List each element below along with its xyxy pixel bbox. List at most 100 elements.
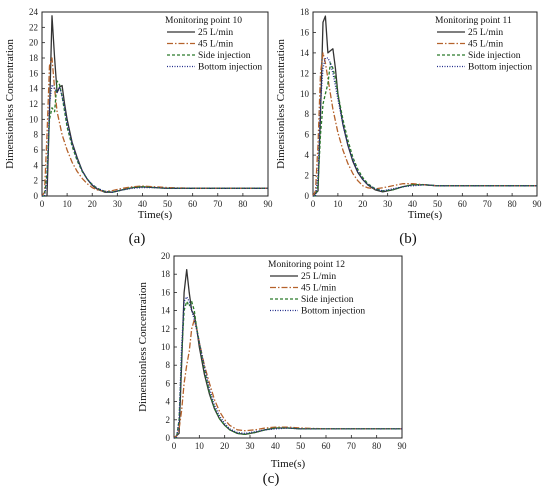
x-axis-label: Time(s) — [138, 209, 173, 221]
x-tick-label: 0 — [311, 199, 316, 209]
x-tick-label: 70 — [347, 441, 357, 451]
legend-title: Monitoring point 10 — [165, 16, 242, 26]
x-tick-label: 30 — [246, 441, 256, 451]
y-tick-label: 16 — [29, 68, 39, 78]
legend-entry: Side injection — [301, 295, 354, 305]
y-tick-label: 14 — [300, 48, 310, 58]
x-tick-label: 50 — [296, 441, 306, 451]
legend-entry: 25 L/min — [198, 28, 233, 38]
x-tick-label: 40 — [138, 199, 148, 209]
series-line-bottom-injection — [174, 296, 402, 439]
y-tick-label: 22 — [29, 22, 38, 32]
x-tick-label: 0 — [172, 441, 177, 451]
y-tick-label: 6 — [305, 130, 310, 140]
legend-title: Monitoring point 12 — [268, 260, 345, 270]
y-tick-label: 20 — [29, 38, 39, 48]
x-tick-label: 60 — [188, 199, 198, 209]
y-tick-label: 18 — [29, 53, 39, 63]
legend-entry: 45 L/min — [301, 284, 336, 294]
y-tick-label: 0 — [305, 191, 310, 201]
legend-entry: 25 L/min — [468, 28, 503, 38]
x-tick-label: 10 — [63, 199, 73, 209]
y-tick-label: 16 — [300, 27, 310, 37]
panel-label: (c) — [263, 471, 280, 487]
chart-panel-a: 0 10 20 30 40 50 60 70 80 90024681012141618202224… — [4, 7, 273, 247]
x-tick-label: 30 — [383, 199, 393, 209]
series-line-side-injection — [174, 300, 402, 439]
y-tick-label: 0 — [166, 433, 171, 443]
chart-panel-c: 0 10 20 30 40 50 60 70 80 90 0 2 4 6 8 10 12 14 16 18 20 Time… — [137, 251, 407, 487]
series-line-side-injection — [42, 80, 268, 197]
series-line-bottom-injection — [42, 84, 268, 197]
y-tick-label: 14 — [29, 84, 39, 94]
series-line-45-l-min — [173, 319, 402, 439]
y-tick-label: 18 — [300, 7, 310, 17]
legend-title: Monitoring point 11 — [435, 16, 512, 26]
x-tick-label: 60 — [458, 199, 468, 209]
x-tick-label: 30 — [113, 199, 123, 209]
y-tick-label: 14 — [161, 306, 171, 316]
chart-panel-b: 0 10 20 30 40 50 60 70 80 90 0 2 4 6 8 10 12 14 16 18 Time(s… — [275, 7, 542, 247]
y-tick-label: 2 — [305, 171, 310, 181]
x-tick-label: 70 — [213, 199, 223, 209]
y-tick-label: 0 — [34, 191, 39, 201]
y-tick-label: 4 — [166, 397, 171, 407]
legend-entry: 45 L/min — [198, 40, 233, 50]
y-tick-label: 20 — [161, 251, 171, 261]
series-line-45-l-min — [41, 57, 268, 197]
x-tick-label: 70 — [483, 199, 493, 209]
y-tick-label: 6 — [166, 378, 171, 388]
y-tick-label: 6 — [34, 145, 39, 155]
series-line-side-injection — [313, 62, 537, 197]
y-tick-label: 12 — [29, 99, 38, 109]
x-tick-label: 90 — [398, 441, 408, 451]
x-tick-label: 60 — [322, 441, 332, 451]
y-axis-label: Dimensionless Concentration — [4, 39, 16, 169]
series-line-25-l-min — [312, 15, 537, 197]
legend-entry: Bottom injection — [198, 63, 262, 73]
y-tick-label: 8 — [166, 360, 171, 370]
y-axis-label: Dimensionless Concentration — [275, 39, 287, 169]
legend-entry: 25 L/min — [301, 272, 336, 282]
series-line-25-l-min — [173, 268, 402, 439]
x-tick-label: 50 — [163, 199, 173, 209]
y-tick-label: 2 — [34, 176, 39, 186]
x-tick-label: 50 — [433, 199, 443, 209]
y-tick-label: 12 — [300, 68, 309, 78]
x-axis-label: Time(s) — [408, 209, 443, 221]
panel-label: (b) — [399, 231, 417, 247]
y-axis-label: Dimensionless Concentration — [137, 282, 149, 412]
legend-entry: 45 L/min — [468, 40, 503, 50]
y-tick-label: 16 — [161, 287, 171, 297]
plot-frame — [312, 11, 538, 197]
y-tick-label: 10 — [161, 342, 171, 352]
x-tick-label: 80 — [238, 199, 248, 209]
legend-entry: Bottom injection — [301, 307, 365, 317]
series-line-bottom-injection — [313, 57, 537, 197]
legend-entry: Side injection — [198, 51, 251, 61]
x-tick-label: 90 — [264, 199, 274, 209]
y-tick-label: 8 — [34, 130, 39, 140]
panel-label: (a) — [129, 231, 146, 247]
x-tick-label: 20 — [220, 441, 230, 451]
plot-frame — [173, 255, 403, 439]
x-tick-label: 40 — [408, 199, 418, 209]
y-tick-label: 12 — [161, 324, 170, 334]
y-tick-label: 4 — [34, 160, 39, 170]
y-tick-label: 10 — [29, 114, 39, 124]
x-tick-label: 20 — [358, 199, 368, 209]
legend-entry: Bottom injection — [468, 63, 532, 73]
y-tick-label: 24 — [29, 7, 39, 17]
x-tick-label: 20 — [88, 199, 98, 209]
x-tick-label: 90 — [533, 199, 543, 209]
x-tick-label: 80 — [508, 199, 518, 209]
y-tick-label: 4 — [305, 150, 310, 160]
x-tick-label: 0 — [40, 199, 45, 209]
y-tick-label: 8 — [305, 109, 310, 119]
x-tick-label: 80 — [372, 441, 382, 451]
x-tick-label: 10 — [195, 441, 205, 451]
x-tick-label: 10 — [333, 199, 343, 209]
x-axis-label: Time(s) — [271, 458, 306, 470]
y-tick-label: 10 — [300, 89, 310, 99]
